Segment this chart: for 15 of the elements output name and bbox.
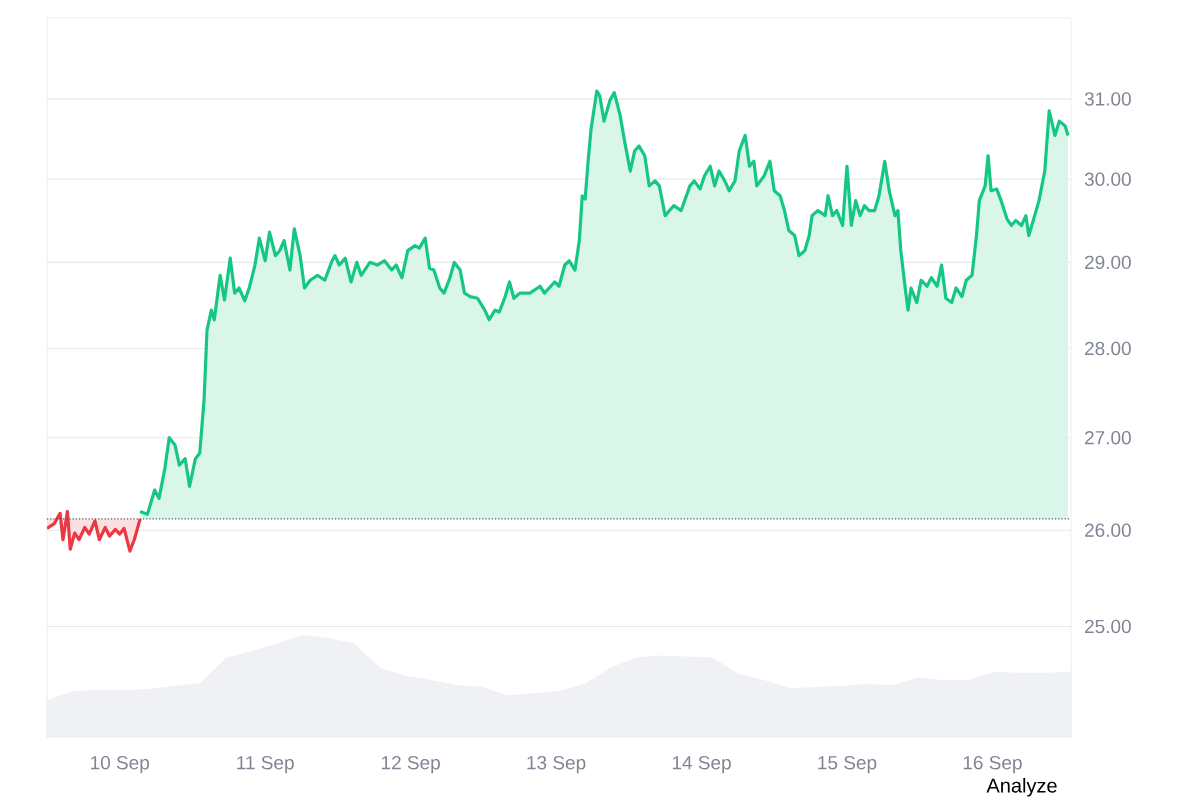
x-tick-label: 10 Sep (91, 755, 150, 774)
y-tick-label: 31.00 (1084, 92, 1131, 106)
x-tick-label: 12 Sep (381, 755, 440, 774)
x-tick-label: 15 Sep (818, 755, 877, 774)
y-tick-label: 28.00 (1085, 341, 1131, 356)
x-tick-label: 13 Sep (527, 755, 586, 774)
x-tick-label: 11 Sep (237, 755, 294, 774)
y-tick-label: 26.00 (1085, 523, 1131, 537)
y-tick-label: 29.00 (1085, 255, 1131, 270)
x-tick-label: 14 Sep (672, 755, 731, 774)
text: Analyze (986, 777, 1057, 797)
x-tick-label: 16 Sep (963, 755, 1022, 774)
y-tick-label: 25.00 (1085, 619, 1131, 634)
y-tick-label: 30.00 (1084, 172, 1131, 186)
y-tick-label: 27.00 (1085, 431, 1131, 445)
